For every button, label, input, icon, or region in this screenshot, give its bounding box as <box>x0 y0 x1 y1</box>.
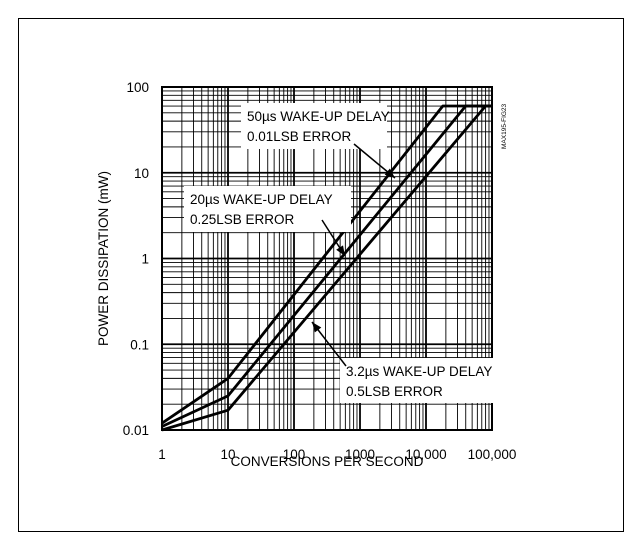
x-tick-label: 100,000 <box>468 447 517 462</box>
x-tick-label: 100 <box>283 447 306 462</box>
annotation-arrowhead <box>312 322 322 333</box>
x-tick-label: 10 <box>220 447 235 462</box>
annotation-line-1: 20µs WAKE-UP DELAY <box>190 192 333 207</box>
annotation-line-2: 0.25LSB ERROR <box>190 212 295 227</box>
y-axis-title: POWER DISSIPATION (mW) <box>96 171 111 346</box>
plot-area-border <box>161 86 493 431</box>
y-tick-label: 0.1 <box>130 337 149 352</box>
annotation-box <box>340 358 500 403</box>
y-tick-label: 100 <box>126 80 149 95</box>
y-tick-label: 10 <box>134 166 149 181</box>
annotation-line-2: 0.5LSB ERROR <box>346 384 443 399</box>
series-line <box>161 104 492 432</box>
y-tick-label: 0.01 <box>123 423 149 438</box>
annotations: 50µs WAKE-UP DELAY 0.01LSB ERROR 20µs WAKE… <box>184 103 500 403</box>
x-tick-labels: 1 10 100 1000 10,000 100,000 <box>158 447 516 462</box>
annotation-arrowhead <box>336 245 345 256</box>
y-tick-labels: 0.01 0.1 1 10 100 <box>123 80 149 438</box>
annotation-box <box>184 186 351 232</box>
x-tick-label: 1 <box>158 447 166 462</box>
x-axis-title: CONVERSIONS PER SECOND <box>231 454 424 469</box>
x-tick-label: 1000 <box>345 447 375 462</box>
series-line <box>161 104 492 428</box>
x-tick-label: 10,000 <box>405 447 446 462</box>
annotation-line-1: 50µs WAKE-UP DELAY <box>247 109 390 124</box>
annotation-arrowhead <box>384 168 395 178</box>
y-tick-label: 1 <box>141 252 149 267</box>
annotation-line-2: 0.01LSB ERROR <box>247 129 352 144</box>
annotation-line-1: 3.2µs WAKE-UP DELAY <box>346 364 492 379</box>
annotation-box <box>241 103 387 149</box>
figure-frame <box>18 18 624 532</box>
figure-id: MAX195-FIG23 <box>501 103 508 149</box>
